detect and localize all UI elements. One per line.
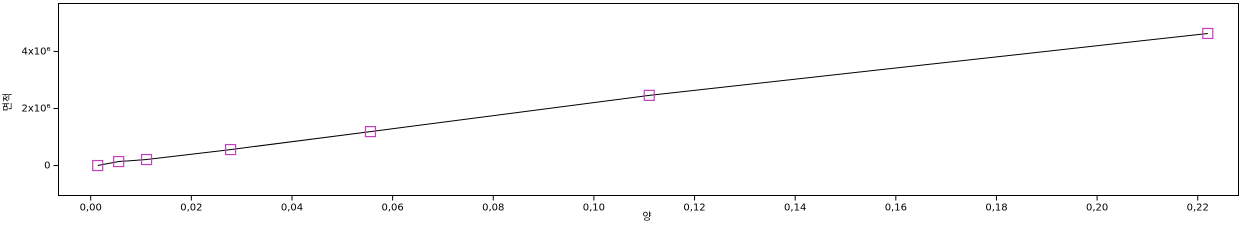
data-point	[643, 89, 655, 101]
plot-frame	[58, 3, 1239, 196]
x-tick-label: 0,02	[180, 203, 202, 214]
x-tick-label: 0,10	[583, 203, 605, 214]
x-tick-label: 0,06	[381, 203, 403, 214]
x-tick-label: 0,00	[80, 203, 102, 214]
x-tick-label: 0,22	[1187, 203, 1209, 214]
x-tick-label: 0,04	[281, 203, 303, 214]
chart: 양 면적 0,00 0,02 0,04 0,06 0,08 0,10 0,12 0,14 0,1…	[2, 3, 1239, 223]
y-axis-label: 면적	[2, 93, 14, 111]
x-tick-label: 0,18	[985, 203, 1007, 214]
x-tick-label: 0,16	[885, 203, 907, 214]
x-tick-label: 0,12	[683, 203, 705, 214]
y-tick-label: 0	[44, 161, 50, 172]
x-tick-label: 0,20	[1086, 203, 1108, 214]
data-point	[364, 125, 377, 138]
data-point	[224, 143, 237, 156]
data-point	[1202, 27, 1214, 40]
y-tick-label: 2x10⁶	[21, 103, 50, 114]
data-point	[140, 153, 153, 166]
data-point	[113, 155, 125, 168]
fit-line	[97, 32, 1208, 167]
x-tick-label: 0,08	[482, 203, 504, 214]
data-point	[92, 159, 104, 172]
y-tick-label: 4x10⁶	[21, 46, 50, 57]
x-tick-label: 0,14	[784, 203, 806, 214]
x-axis-label: 양	[642, 211, 651, 223]
